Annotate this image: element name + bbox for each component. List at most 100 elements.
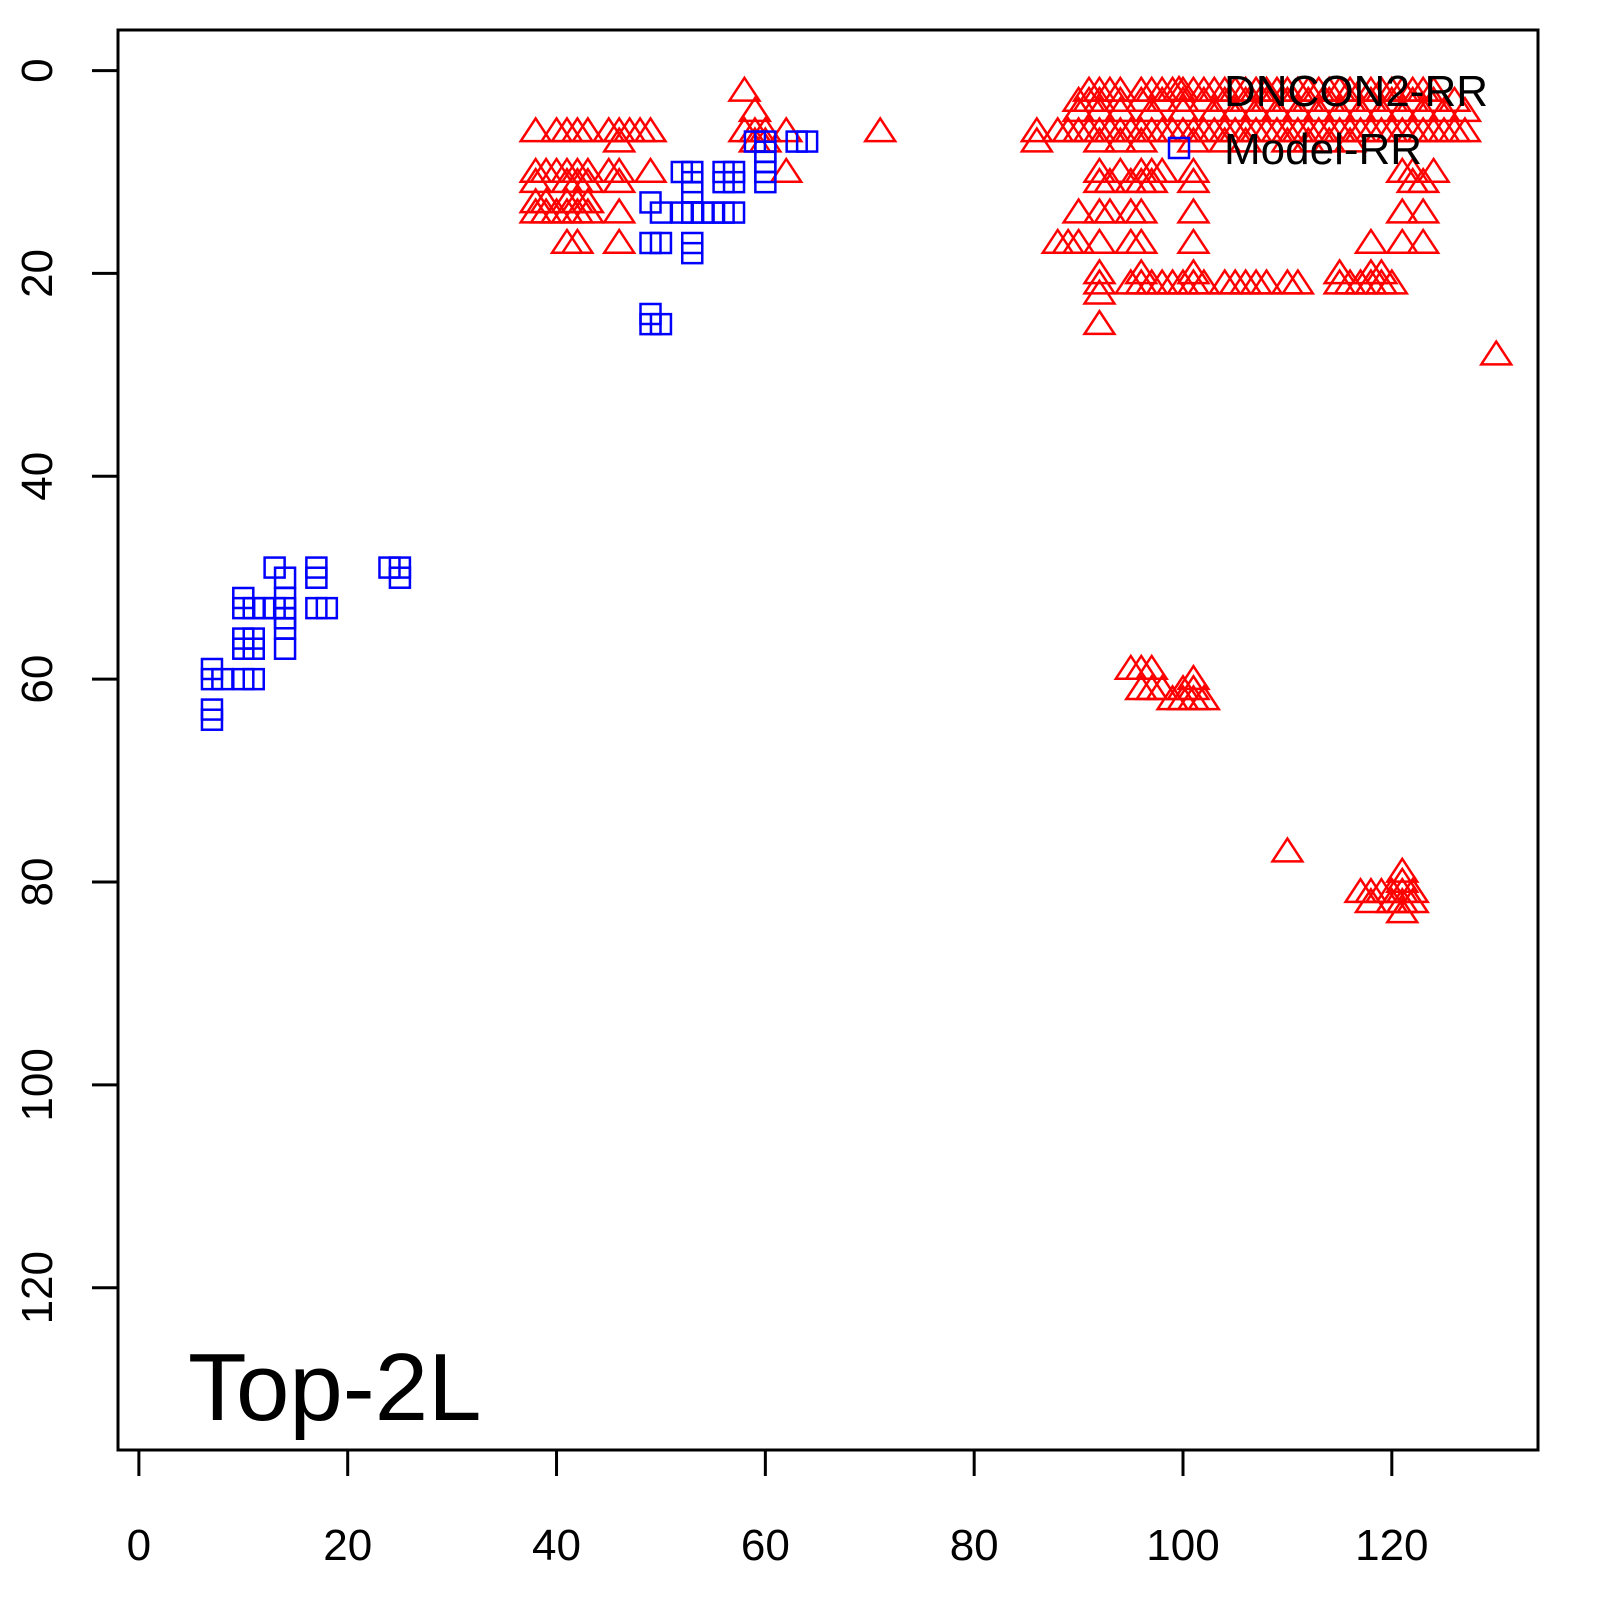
triangle-point [1301,95,1337,123]
triangle-point [1395,156,1430,183]
x-tick-label: 40 [532,1521,581,1570]
triangle-point [1280,268,1316,295]
triangle-point [560,227,595,254]
triangle-point [1123,126,1159,153]
triangle-point [1364,258,1399,285]
triangle-point [1291,126,1326,153]
triangle-point [1082,268,1117,295]
y-tick-label: 60 [13,655,62,704]
triangle-point [1092,197,1128,224]
legend-label-dncon2: DNCON2-RR [1224,67,1488,116]
legend-label-model: Model-RR [1224,125,1422,174]
triangle-point [601,166,637,194]
triangle-point [1291,85,1326,112]
x-tick-label: 20 [323,1521,372,1570]
triangle-point [1374,85,1410,112]
triangle-point [601,126,637,153]
triangle-point [1353,227,1389,254]
y-tick-label: 120 [13,1251,62,1324]
x-tick-label: 120 [1355,1521,1428,1570]
triangle-point [1061,197,1096,224]
triangle-point [1082,126,1117,153]
series-dncon2 [518,75,1514,924]
y-tick-label: 80 [13,858,62,907]
triangle-point [1384,897,1420,924]
triangle-point [1207,85,1243,112]
triangle-point [1228,126,1263,153]
triangle-point [1165,95,1201,123]
triangle-point [518,116,553,143]
triangle-point [1384,866,1420,893]
triangle-point [1384,197,1420,224]
y-tick-label: 0 [13,58,62,82]
triangle-point [768,156,804,183]
triangle-point [1249,268,1284,295]
triangle-point [1123,85,1159,112]
triangle-point [570,116,606,143]
triangle-point [1123,227,1159,254]
triangle-point [1061,227,1096,254]
square-point [795,130,819,153]
triangle-point [1395,876,1430,904]
triangle-point [1259,95,1295,123]
triangle-point [1416,75,1451,102]
triangle-point [1186,268,1222,295]
triangle-point [1217,95,1253,123]
triangle-point [1353,85,1389,112]
triangle-point [1270,85,1305,112]
y-tick-label: 20 [13,249,62,298]
triangle-point [727,75,762,102]
square-point [754,170,777,194]
triangle-point [1311,126,1347,153]
triangle-point [1082,258,1117,285]
x-tick-label: 60 [741,1521,790,1570]
triangle-point [1384,856,1420,883]
plot-frame [116,28,1540,1452]
triangle-point [1280,95,1316,123]
triangle-point [1343,95,1378,123]
square-point [242,667,265,691]
y-tick-label: 40 [13,452,62,501]
triangle-point [1061,95,1096,123]
x-tick-label: 0 [127,1521,151,1570]
triangle-point [528,187,564,214]
square-point [315,596,339,620]
triangle-point [1123,197,1159,224]
legend-marker-model [1167,136,1191,160]
triangle-point [570,156,606,183]
triangle-point [1176,663,1211,691]
triangle-point [1082,156,1117,183]
triangle-point [518,166,553,194]
triangle-point [1322,95,1357,123]
triangle-point [1238,95,1274,123]
triangle-point [1019,126,1055,153]
square-point [681,241,704,265]
y-tick-label: 100 [13,1048,62,1121]
triangle-point [1270,836,1305,863]
triangle-point [1395,85,1430,112]
square-point [649,312,673,336]
square-point [273,637,297,660]
triangle-point [601,197,637,224]
triangle-point [1311,85,1347,112]
triangle-point [1332,126,1368,153]
triangle-point [1176,674,1211,701]
triangle-point [1123,258,1159,285]
x-tick-label: 80 [950,1521,999,1570]
panel-annotation: Top-2L [188,1334,482,1441]
square-point [388,566,412,589]
triangle-point [570,166,606,194]
triangle-point [570,187,606,214]
triangle-point [1082,227,1117,254]
square-point [242,637,265,660]
square-point [200,708,224,731]
triangle-point [1322,258,1357,285]
series-model [200,130,819,731]
triangle-point [1384,95,1420,123]
triangle-point [1176,258,1211,285]
triangle-point [1082,308,1117,336]
triangle-point [633,156,668,183]
triangle-point [1082,95,1117,123]
triangle-point [1186,684,1222,711]
